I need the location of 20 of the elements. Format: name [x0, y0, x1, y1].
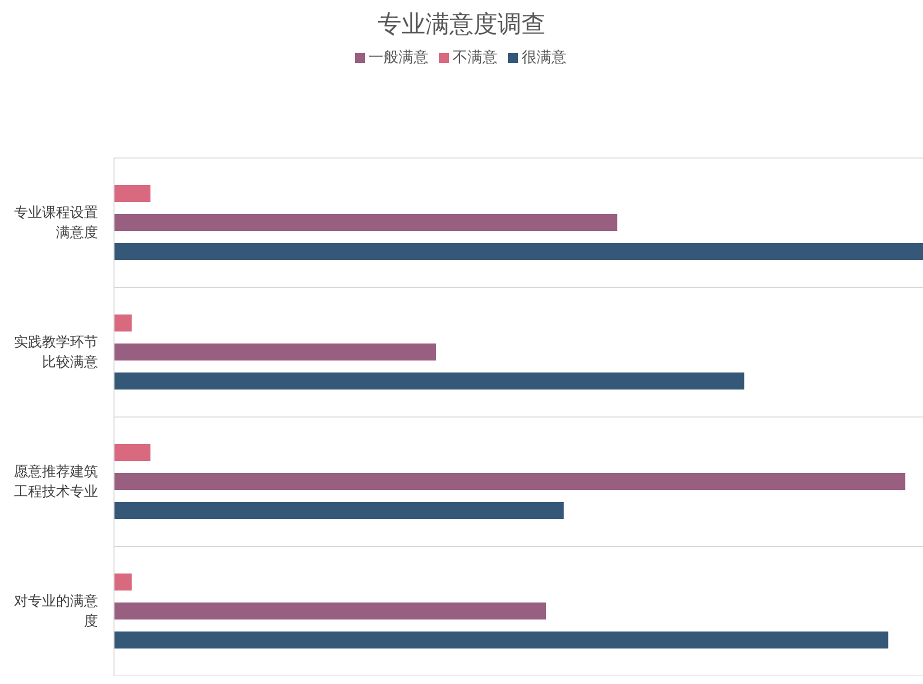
bar	[114, 344, 436, 360]
bar	[114, 632, 888, 648]
bar	[114, 314, 132, 332]
bar	[114, 214, 618, 231]
bar	[114, 502, 564, 519]
bar	[114, 372, 744, 390]
bar	[114, 444, 150, 461]
chart-title: 专业满意度调查	[376, 9, 546, 40]
y-tick-label: 愿意推荐建筑工程技术专业	[14, 464, 98, 500]
legend-label: 很满意	[522, 48, 566, 66]
legend-label: 一般满意	[368, 48, 428, 66]
y-tick-label: 实践教学环节比较满意	[14, 334, 98, 370]
bar	[114, 185, 150, 202]
bar	[114, 473, 906, 490]
bar	[114, 574, 132, 590]
bar	[114, 243, 923, 260]
legend-label: 不满意	[452, 48, 498, 66]
y-tick-label: 专业课程设置满意度	[14, 204, 98, 241]
y-tick-label: 对专业的满意度	[14, 593, 98, 630]
bar	[114, 602, 546, 620]
